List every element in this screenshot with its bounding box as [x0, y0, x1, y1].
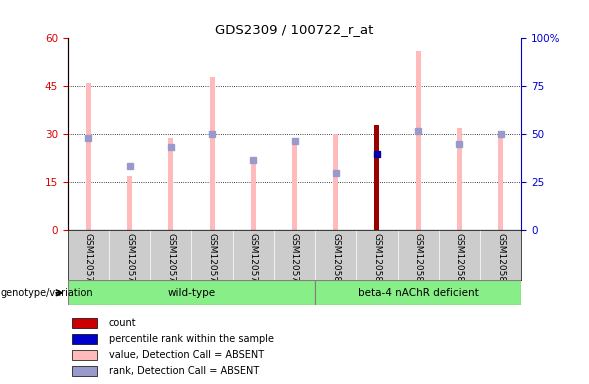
Bar [292, 137, 297, 230]
Text: GSM120575: GSM120575 [125, 233, 134, 288]
Bar [375, 125, 379, 230]
Bar [72, 351, 97, 360]
Bar [127, 176, 132, 230]
Text: GSM120582: GSM120582 [413, 233, 423, 288]
Text: GSM120584: GSM120584 [496, 233, 505, 288]
Text: GSM120583: GSM120583 [455, 233, 464, 288]
Bar [72, 366, 97, 376]
Bar [315, 280, 521, 305]
Bar [86, 83, 91, 230]
Text: value, Detection Call = ABSENT: value, Detection Call = ABSENT [108, 350, 264, 360]
Bar [168, 137, 173, 230]
Text: GSM120578: GSM120578 [249, 233, 258, 288]
Bar [498, 131, 503, 230]
Text: genotype/variation: genotype/variation [1, 288, 93, 298]
Bar [251, 160, 256, 230]
Title: GDS2309 / 100722_r_at: GDS2309 / 100722_r_at [216, 23, 373, 36]
Text: GSM120577: GSM120577 [207, 233, 217, 288]
Bar [210, 77, 214, 230]
Text: GSM120576: GSM120576 [166, 233, 176, 288]
Bar [72, 334, 97, 344]
Text: GSM120574: GSM120574 [84, 233, 93, 288]
Bar [457, 128, 462, 230]
Text: count: count [108, 318, 136, 328]
Text: rank, Detection Call = ABSENT: rank, Detection Call = ABSENT [108, 366, 259, 376]
Bar [68, 280, 315, 305]
Text: GSM120580: GSM120580 [331, 233, 340, 288]
Bar [416, 51, 421, 230]
Text: GSM120581: GSM120581 [372, 233, 382, 288]
Text: GSM120579: GSM120579 [290, 233, 299, 288]
Text: wild-type: wild-type [167, 288, 216, 298]
Text: percentile rank within the sample: percentile rank within the sample [108, 334, 273, 344]
Bar [72, 318, 97, 328]
Text: beta-4 nAChR deficient: beta-4 nAChR deficient [358, 288, 479, 298]
Bar [333, 134, 338, 230]
